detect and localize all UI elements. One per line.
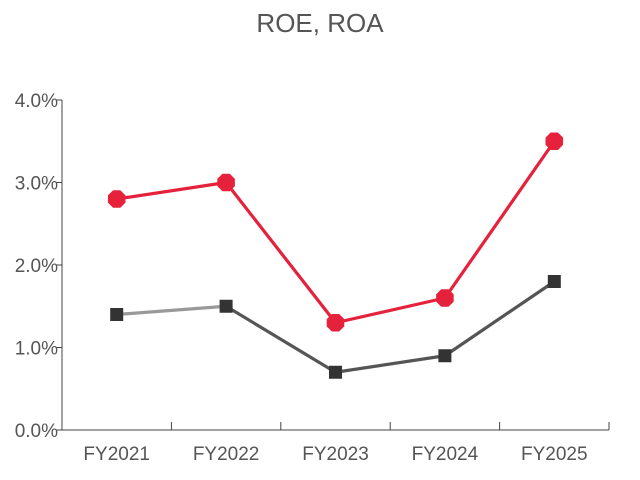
series-line-segment bbox=[443, 139, 556, 300]
series-line-segment bbox=[224, 180, 338, 325]
data-point-marker bbox=[326, 313, 345, 332]
y-axis-ticks: 0.0% 1.0% 2.0% 3.0% 4.0% bbox=[15, 91, 62, 442]
data-point-marker bbox=[107, 190, 126, 208]
data-point-marker bbox=[438, 349, 452, 363]
series-line-segment bbox=[443, 279, 556, 358]
x-tick-label: FY2021 bbox=[83, 444, 150, 465]
series-1 bbox=[110, 275, 561, 379]
x-tick-label: FY2024 bbox=[412, 444, 479, 465]
chart-axes bbox=[61, 100, 609, 431]
data-point-marker bbox=[329, 365, 342, 379]
data-point-marker bbox=[545, 132, 564, 151]
series-line-segment bbox=[224, 304, 338, 374]
series-0 bbox=[107, 132, 564, 332]
data-point-marker bbox=[217, 173, 235, 192]
data-point-marker bbox=[547, 275, 561, 288]
y-tick-label: 1.0% bbox=[15, 339, 58, 360]
series-line-segment bbox=[333, 354, 447, 374]
y-tick-label: 2.0% bbox=[15, 256, 58, 277]
chart-title: ROE, ROA bbox=[256, 8, 384, 38]
y-tick-label: 0.0% bbox=[15, 421, 58, 442]
data-point-marker bbox=[436, 289, 454, 307]
series-layer bbox=[107, 132, 564, 379]
y-tick-label: 4.0% bbox=[15, 91, 58, 112]
series-line-segment bbox=[115, 304, 228, 317]
data-point-marker bbox=[110, 308, 124, 321]
series-line-segment bbox=[115, 180, 228, 201]
y-tick-label: 3.0% bbox=[15, 174, 58, 195]
x-tick-label: FY2023 bbox=[302, 444, 369, 465]
x-axis-ticks: FY2021 FY2022 FY2023 FY2024 FY2025 bbox=[83, 422, 610, 465]
data-point-marker bbox=[219, 299, 233, 313]
x-tick-label: FY2022 bbox=[193, 444, 260, 465]
x-tick-label: FY2025 bbox=[521, 444, 588, 465]
series-line-segment bbox=[333, 296, 447, 325]
